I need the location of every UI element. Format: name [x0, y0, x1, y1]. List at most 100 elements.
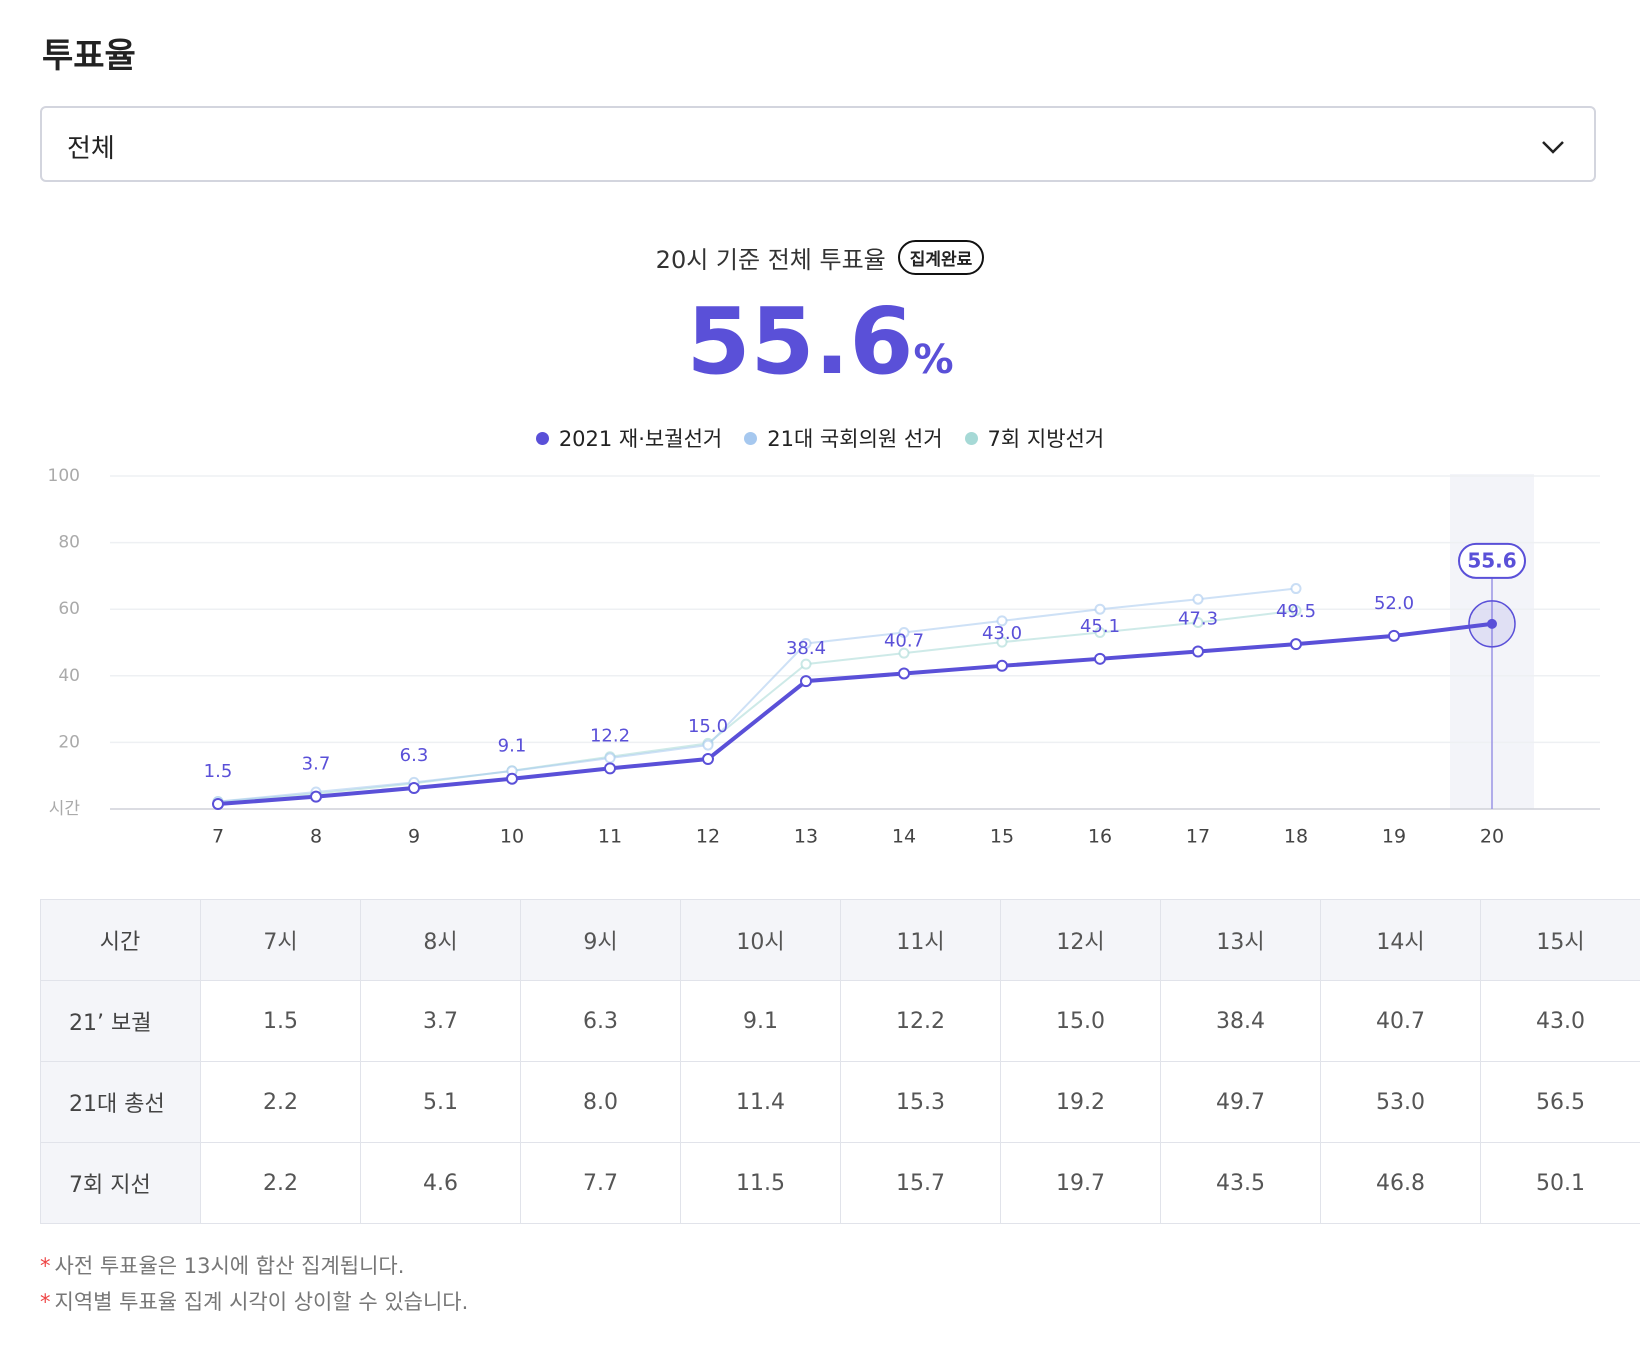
legend-dot — [964, 431, 978, 445]
table-cell: 2.2 — [200, 1061, 361, 1143]
point — [702, 753, 714, 766]
point — [1290, 605, 1302, 617]
table-row: 21’ 보궐 1.5 3.7 6.3 9.1 12.2 15.0 38.4 40.7 43.0 — [40, 980, 1640, 1062]
y-tick-label: 80 — [58, 533, 80, 553]
turnout-number: 55.6 — [686, 288, 914, 395]
table-header-cell: 9시 — [520, 899, 681, 981]
point — [408, 782, 420, 795]
x-tick-label: 12 — [696, 826, 720, 848]
point — [1290, 638, 1302, 651]
value-label: 47.3 — [1178, 608, 1218, 629]
table-row: 7회 지선 2.2 4.6 7.7 11.5 15.7 19.7 43.5 46.8 50.1 — [40, 1142, 1640, 1224]
point — [604, 752, 616, 764]
row-header-cell: 21대 총선 — [40, 1061, 201, 1143]
table-header-cell: 시간 — [40, 899, 201, 981]
dropdown-value: 전체 — [67, 134, 115, 164]
table-header-cell: 14시 — [1320, 899, 1481, 981]
table-cell: 40.7 — [1320, 980, 1481, 1062]
table-header-cell: 15시 — [1480, 899, 1640, 981]
table-cell: 19.2 — [1000, 1061, 1161, 1143]
table-cell: 12.2 — [840, 980, 1001, 1062]
table-cell: 43.0 — [1480, 980, 1640, 1062]
y-tick-label: 시간 — [49, 799, 81, 819]
table-cell: 50.1 — [1480, 1142, 1640, 1224]
value-label: 38.4 — [786, 638, 826, 659]
point — [898, 647, 910, 659]
x-tick-label: 7 — [212, 826, 224, 848]
point — [1094, 652, 1106, 665]
note-marker: * — [40, 1290, 51, 1314]
table-header-row: 시간 7시 8시 9시 10시 11시 12시 13시 14시 15시 — [40, 899, 1640, 981]
table-cell: 7.7 — [520, 1142, 681, 1224]
chart: 시간 20 40 60 80 100 7 8 9 10 11 12 13 14 15 16 17 18 19 20 1.… — [48, 466, 1600, 848]
value-label: 40.7 — [884, 630, 924, 651]
y-tick-label: 40 — [58, 666, 80, 686]
table-cell: 15.3 — [840, 1061, 1001, 1143]
point — [800, 658, 812, 670]
value-label: 12.2 — [590, 725, 630, 746]
value-label: 15.0 — [688, 716, 728, 737]
turnout-unit: % — [913, 337, 954, 383]
x-tick-label: 18 — [1284, 826, 1308, 848]
value-label: 9.1 — [498, 736, 527, 757]
chevron — [1542, 141, 1564, 154]
value-label: 52.0 — [1374, 593, 1414, 614]
region-dropdown[interactable]: 전체 — [40, 106, 1596, 182]
table-wrap: 시간 7시 8시 9시 10시 11시 12시 13시 14시 15시 21’ 보궐 1.5 3.7 6.… — [40, 899, 1640, 1224]
table-header-cell: 7시 — [200, 899, 361, 981]
table-cell: 11.4 — [680, 1061, 841, 1143]
value-label: 43.0 — [982, 623, 1022, 644]
point — [898, 667, 910, 680]
status-badge: 집계완료 — [897, 240, 985, 275]
table-cell: 38.4 — [1160, 980, 1321, 1062]
turnout-value: 55.6% — [0, 288, 1640, 395]
table-header-cell: 8시 — [360, 899, 521, 981]
y-tick-label: 60 — [58, 599, 80, 619]
table-cell: 43.5 — [1160, 1142, 1321, 1224]
table-cell: 15.0 — [1000, 980, 1161, 1062]
point — [1192, 645, 1204, 658]
x-tick-label: 8 — [310, 826, 322, 848]
series-line — [217, 587, 1297, 803]
point — [1192, 593, 1204, 605]
x-tick-label: 17 — [1186, 826, 1210, 848]
row-header-cell: 7회 지선 — [40, 1142, 201, 1224]
point — [1290, 583, 1302, 595]
table-cell: 46.8 — [1320, 1142, 1481, 1224]
table-cell: 4.6 — [360, 1142, 521, 1224]
turnout-table: 시간 7시 8시 9시 10시 11시 12시 13시 14시 15시 21’ 보궐 1.5 3.7 6.… — [40, 899, 1640, 1224]
point — [1487, 618, 1497, 629]
callout-box — [1458, 542, 1526, 579]
table-cell: 53.0 — [1320, 1061, 1481, 1143]
series-line — [217, 609, 1297, 803]
note-text: 지역별 투표율 집계 시각이 상이할 수 있습니다. — [54, 1290, 469, 1314]
series-line — [217, 621, 1493, 806]
note: * 지역별 투표율 집계 시각이 상이할 수 있습니다. — [40, 1284, 468, 1320]
value-label: 49.5 — [1276, 601, 1316, 622]
x-tick-label: 19 — [1382, 826, 1406, 848]
legend-item: 7회 지방선거 — [964, 423, 1105, 453]
point — [996, 636, 1008, 648]
table-cell: 11.5 — [680, 1142, 841, 1224]
x-tick-label: 9 — [408, 826, 420, 848]
legend-item: 21대 국회의원 선거 — [744, 423, 943, 453]
summary-caption: 20시 기준 전체 투표율 — [655, 246, 886, 274]
point — [1094, 603, 1106, 615]
table-cell: 15.7 — [840, 1142, 1001, 1224]
x-tick-label: 10 — [500, 826, 524, 848]
point — [1192, 617, 1204, 629]
table-cell: 2.2 — [200, 1142, 361, 1224]
table-row: 21대 총선 2.2 5.1 8.0 11.4 15.3 19.2 49.7 53.0 56.5 — [40, 1061, 1640, 1143]
x-tick-label: 11 — [598, 826, 622, 848]
table-cell: 56.5 — [1480, 1061, 1640, 1143]
value-label: 1.5 — [204, 761, 233, 782]
table-header-cell: 13시 — [1160, 899, 1321, 981]
legend-label: 7회 지방선거 — [987, 427, 1105, 451]
point — [898, 627, 910, 639]
page-title: 투표율 — [42, 36, 136, 76]
legend: 2021 재·보궐선거 21대 국회의원 선거 7회 지방선거 — [0, 423, 1640, 453]
x-tick-label: 16 — [1088, 826, 1112, 848]
table-cell: 8.0 — [520, 1061, 681, 1143]
x-tick-label: 20 — [1480, 826, 1504, 848]
y-tick-label: 100 — [48, 466, 80, 486]
